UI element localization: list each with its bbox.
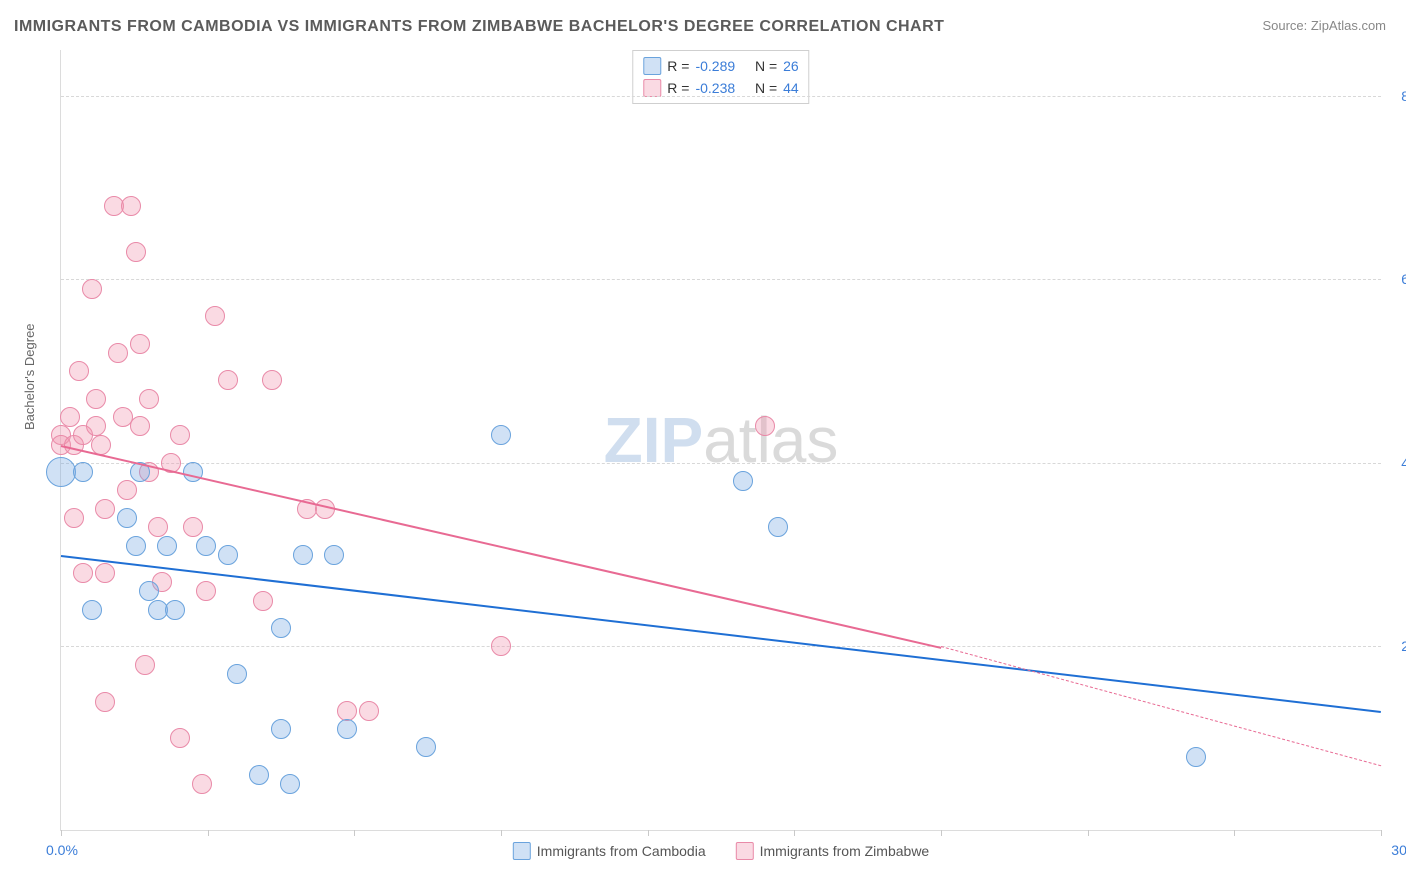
- swatch-cambodia-icon: [513, 842, 531, 860]
- chart-title: IMMIGRANTS FROM CAMBODIA VS IMMIGRANTS F…: [14, 18, 944, 36]
- cambodia-point: [126, 536, 146, 556]
- zimbabwe-point: [253, 591, 273, 611]
- zimbabwe-point: [755, 416, 775, 436]
- zimbabwe-point: [139, 389, 159, 409]
- zimbabwe-point: [148, 517, 168, 537]
- cambodia-point: [1186, 747, 1206, 767]
- cambodia-point: [157, 536, 177, 556]
- zimbabwe-point: [73, 563, 93, 583]
- trend-line: [941, 646, 1381, 766]
- zimbabwe-point: [205, 306, 225, 326]
- cambodia-point: [218, 545, 238, 565]
- x-axis-min-label: 0.0%: [46, 842, 78, 858]
- cambodia-point: [196, 536, 216, 556]
- zimbabwe-point: [69, 361, 89, 381]
- x-tick: [1234, 830, 1235, 836]
- legend-item-zimbabwe: Immigrants from Zimbabwe: [736, 842, 930, 860]
- cambodia-point: [165, 600, 185, 620]
- cambodia-point: [324, 545, 344, 565]
- cambodia-point: [768, 517, 788, 537]
- trend-line: [61, 555, 1381, 713]
- zimbabwe-point: [359, 701, 379, 721]
- cambodia-point: [271, 618, 291, 638]
- zimbabwe-point: [86, 416, 106, 436]
- swatch-cambodia-icon: [643, 57, 661, 75]
- zimbabwe-point: [130, 334, 150, 354]
- correlation-row-cambodia: R = -0.289 N = 26: [643, 55, 798, 77]
- cambodia-point: [82, 600, 102, 620]
- cambodia-point: [139, 581, 159, 601]
- cambodia-point: [117, 508, 137, 528]
- cambodia-point: [73, 462, 93, 482]
- zimbabwe-point: [86, 389, 106, 409]
- watermark: ZIPatlas: [604, 403, 839, 477]
- x-tick: [208, 830, 209, 836]
- zimbabwe-point: [117, 480, 137, 500]
- legend-item-cambodia: Immigrants from Cambodia: [513, 842, 706, 860]
- y-tick-label: 60.0%: [1391, 271, 1406, 287]
- zimbabwe-point: [126, 242, 146, 262]
- x-tick: [648, 830, 649, 836]
- zimbabwe-point: [337, 701, 357, 721]
- zimbabwe-point: [218, 370, 238, 390]
- series-legend: Immigrants from Cambodia Immigrants from…: [513, 842, 929, 860]
- x-axis-max-label: 30.0%: [1391, 842, 1406, 858]
- gridline: [61, 279, 1381, 280]
- cambodia-point: [271, 719, 291, 739]
- x-tick: [61, 830, 62, 836]
- x-tick: [941, 830, 942, 836]
- zimbabwe-point: [60, 407, 80, 427]
- y-axis-label: Bachelor's Degree: [22, 323, 37, 430]
- zimbabwe-point: [170, 728, 190, 748]
- y-tick-label: 20.0%: [1391, 638, 1406, 654]
- zimbabwe-point: [95, 692, 115, 712]
- y-tick-label: 40.0%: [1391, 455, 1406, 471]
- gridline: [61, 96, 1381, 97]
- x-tick: [501, 830, 502, 836]
- legend-label: Immigrants from Cambodia: [537, 843, 706, 859]
- cambodia-point: [249, 765, 269, 785]
- cambodia-point: [46, 457, 76, 487]
- zimbabwe-point: [262, 370, 282, 390]
- zimbabwe-point: [491, 636, 511, 656]
- cambodia-point: [293, 545, 313, 565]
- x-tick: [794, 830, 795, 836]
- y-tick-label: 80.0%: [1391, 88, 1406, 104]
- x-tick: [1381, 830, 1382, 836]
- zimbabwe-point: [108, 343, 128, 363]
- zimbabwe-point: [183, 517, 203, 537]
- zimbabwe-point: [121, 196, 141, 216]
- gridline: [61, 646, 1381, 647]
- zimbabwe-point: [82, 279, 102, 299]
- trend-line: [61, 445, 941, 649]
- cambodia-point: [337, 719, 357, 739]
- zimbabwe-point: [95, 563, 115, 583]
- scatter-plot: ZIPatlas R = -0.289 N = 26 R = -0.238 N …: [60, 50, 1381, 831]
- zimbabwe-point: [170, 425, 190, 445]
- x-tick: [354, 830, 355, 836]
- swatch-zimbabwe-icon: [736, 842, 754, 860]
- zimbabwe-point: [64, 508, 84, 528]
- cambodia-point: [733, 471, 753, 491]
- source-label: Source: ZipAtlas.com: [1262, 18, 1386, 33]
- zimbabwe-point: [95, 499, 115, 519]
- zimbabwe-point: [192, 774, 212, 794]
- x-tick: [1088, 830, 1089, 836]
- gridline: [61, 463, 1381, 464]
- cambodia-point: [227, 664, 247, 684]
- cambodia-point: [491, 425, 511, 445]
- legend-label: Immigrants from Zimbabwe: [760, 843, 930, 859]
- cambodia-point: [280, 774, 300, 794]
- zimbabwe-point: [135, 655, 155, 675]
- zimbabwe-point: [196, 581, 216, 601]
- zimbabwe-point: [130, 416, 150, 436]
- swatch-zimbabwe-icon: [643, 79, 661, 97]
- cambodia-point: [416, 737, 436, 757]
